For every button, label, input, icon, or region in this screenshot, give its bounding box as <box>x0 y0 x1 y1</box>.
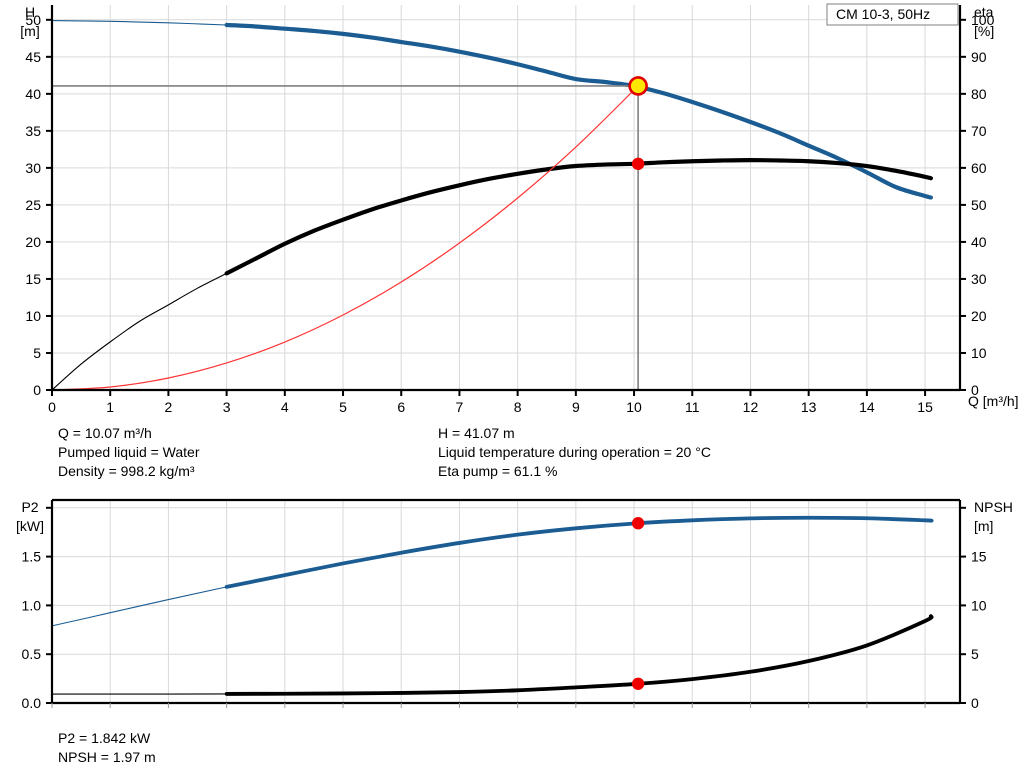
tick-label-eta: 20 <box>971 308 987 324</box>
tick-label-npsh: 0 <box>971 695 979 711</box>
axis-unit-p2: [kW] <box>16 518 44 534</box>
curve-thin-p2 <box>51 517 933 627</box>
info-npsh: NPSH = 1.97 m <box>58 749 156 765</box>
tick-label-eta: 70 <box>971 123 987 139</box>
npsh-duty-point[interactable] <box>631 677 645 690</box>
tick-label-q: 0 <box>48 399 56 415</box>
model-label-box: CM 10-3, 50Hz <box>826 3 959 26</box>
tick-label-h: 50 <box>25 12 41 28</box>
p2-duty-point[interactable] <box>631 517 645 530</box>
tick-label-eta: 30 <box>971 271 987 287</box>
grid-lines <box>51 500 960 704</box>
axis-unit-h: [m] <box>20 23 39 39</box>
curve-h <box>224 22 933 200</box>
tick-label-h: 10 <box>25 308 41 324</box>
axis-titles: P2 [kW] NPSH [m] <box>16 499 1013 534</box>
tick-label-q: 15 <box>917 399 933 415</box>
info-flow-rate: Q = 10.07 m³/h <box>58 425 152 441</box>
info-p2: P2 = 1.842 kW <box>58 730 151 746</box>
tick-label-eta: 0 <box>971 382 979 398</box>
eta-duty-point[interactable] <box>631 157 645 171</box>
axis-title-h: H <box>25 4 35 20</box>
tick-marks: 0.0 0.5 1.0 1.5 0 5 10 15 <box>22 506 987 711</box>
tick-label-q: 13 <box>801 399 817 415</box>
curve-npsh <box>224 614 934 696</box>
curves <box>51 515 934 696</box>
tick-label-q: 14 <box>859 399 875 415</box>
model-label-frame <box>826 3 959 26</box>
head-duty-point[interactable] <box>628 76 648 96</box>
tick-label-q: 4 <box>281 399 289 415</box>
tick-label-p2: 1.0 <box>22 597 42 613</box>
axis-title-p2: P2 <box>21 499 38 515</box>
info-pumped-liquid: Pumped liquid = Water <box>58 444 200 460</box>
tick-label-q: 11 <box>685 399 700 415</box>
tick-label-eta: 60 <box>971 160 987 176</box>
tick-label-h: 0 <box>33 382 41 398</box>
tick-label-q: 8 <box>514 399 522 415</box>
tick-label-h: 40 <box>25 86 41 102</box>
tick-label-q: 7 <box>456 399 464 415</box>
info-liquid-temperature: Liquid temperature during operation = 20… <box>438 444 711 460</box>
curve-thin-eta <box>51 159 932 391</box>
info-head: H = 41.07 m <box>438 425 515 441</box>
axis-unit-npsh: [m] <box>974 518 993 534</box>
tick-label-q: 9 <box>572 399 580 415</box>
tick-label-eta: 80 <box>971 86 987 102</box>
tick-marks: 0510152025303540455001020304050607080901… <box>25 12 994 415</box>
curve-thin-npsh <box>51 615 933 695</box>
tick-label-q: 2 <box>165 399 173 415</box>
tick-label-q: 10 <box>626 399 642 415</box>
tick-label-npsh: 5 <box>971 646 979 662</box>
tick-label-h: 5 <box>33 345 41 361</box>
tick-label-eta: 10 <box>971 345 987 361</box>
axis-titles: H [m] eta [%] Q [m³/h] <box>20 4 1018 409</box>
axis-unit-eta: [%] <box>974 23 994 39</box>
tick-label-h: 45 <box>25 49 41 65</box>
tick-label-p2: 0.0 <box>22 695 42 711</box>
head-efficiency-chart: 0510152025303540455001020304050607080901… <box>20 3 1019 415</box>
tick-label-h: 35 <box>25 123 41 139</box>
curve-thin-h <box>51 20 932 199</box>
tick-label-q: 3 <box>223 399 231 415</box>
info-top-left: Q = 10.07 m³/h Pumped liquid = Water Den… <box>58 424 200 481</box>
tick-label-h: 25 <box>25 197 41 213</box>
curve-p2 <box>224 515 934 589</box>
tick-label-npsh: 15 <box>971 549 987 565</box>
tick-label-h: 20 <box>25 234 41 250</box>
tick-label-eta: 100 <box>971 12 995 28</box>
tick-label-p2: 1.5 <box>22 549 42 565</box>
duty-points <box>631 517 645 690</box>
info-density: Density = 998.2 kg/m³ <box>58 463 195 479</box>
info-bottom-left: P2 = 1.842 kW NPSH = 1.97 m <box>58 729 156 767</box>
axis-title-npsh: NPSH <box>974 499 1013 515</box>
tick-label-q: 6 <box>397 399 405 415</box>
tick-label-h: 15 <box>25 271 41 287</box>
axes <box>50 498 962 705</box>
tick-label-npsh: 10 <box>971 597 987 613</box>
info-eta-pump: Eta pump = 61.1 % <box>438 463 558 479</box>
tick-label-eta: 50 <box>971 197 987 213</box>
tick-label-q: 5 <box>339 399 347 415</box>
tick-label-eta: 40 <box>971 234 987 250</box>
tick-label-h: 30 <box>25 160 41 176</box>
curve-eta <box>224 158 933 276</box>
tick-label-eta: 90 <box>971 49 987 65</box>
power-npsh-chart: 0.0 0.5 1.0 1.5 0 5 10 15 P2 [kW] NPSH [m] <box>16 498 1013 711</box>
duty-points <box>628 76 648 171</box>
crosshair <box>52 85 639 390</box>
tick-label-p2: 0.5 <box>22 646 42 662</box>
axis-title-eta: eta <box>974 4 994 20</box>
curve-system-resistance <box>51 85 639 391</box>
grid-lines <box>51 5 960 391</box>
axis-title-q: Q [m³/h] <box>968 393 1019 409</box>
tick-label-q: 12 <box>743 399 759 415</box>
info-top-right: H = 41.07 m Liquid temperature during op… <box>438 424 711 481</box>
model-label-text: CM 10-3, 50Hz <box>836 6 930 22</box>
tick-label-q: 1 <box>106 399 114 415</box>
curves <box>51 20 933 391</box>
